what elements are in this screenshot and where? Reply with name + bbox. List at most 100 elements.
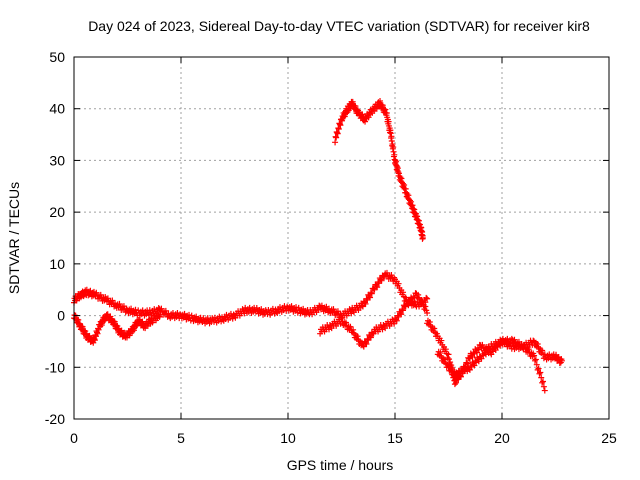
data-point bbox=[441, 356, 448, 363]
data-point bbox=[541, 387, 548, 394]
data-point bbox=[458, 368, 465, 375]
series-arc-low bbox=[71, 310, 163, 346]
x-axis-label: GPS time / hours bbox=[287, 457, 394, 473]
x-tick-label: 5 bbox=[177, 430, 185, 446]
data-point bbox=[531, 357, 538, 364]
data-point bbox=[478, 355, 485, 362]
data-point bbox=[457, 373, 464, 380]
data-point bbox=[186, 311, 193, 318]
data-point bbox=[508, 335, 515, 342]
data-point bbox=[132, 306, 139, 313]
data-point bbox=[532, 356, 539, 363]
data-point bbox=[462, 365, 469, 372]
y-tick-label: -10 bbox=[45, 359, 65, 375]
data-point bbox=[112, 300, 119, 307]
data-point bbox=[540, 383, 547, 390]
data-point bbox=[475, 346, 482, 353]
data-point bbox=[347, 323, 354, 330]
y-tick-label: 40 bbox=[49, 101, 65, 117]
data-point bbox=[490, 348, 497, 355]
data-point bbox=[273, 308, 280, 315]
data-point bbox=[367, 294, 374, 301]
data-point bbox=[405, 302, 412, 309]
data-point bbox=[342, 319, 349, 326]
data-point bbox=[457, 372, 464, 379]
data-point bbox=[474, 349, 481, 356]
data-point bbox=[230, 311, 237, 318]
data-point bbox=[449, 365, 456, 372]
data-point bbox=[431, 325, 438, 332]
data-point bbox=[492, 347, 499, 354]
data-point bbox=[315, 306, 322, 313]
data-point bbox=[395, 280, 402, 287]
data-point bbox=[422, 303, 429, 310]
data-point bbox=[461, 364, 468, 371]
data-point bbox=[442, 346, 449, 353]
data-point bbox=[466, 366, 473, 373]
y-axis-ticks: -20 -10 0 10 20 30 40 50 bbox=[45, 49, 609, 427]
data-point bbox=[354, 333, 361, 340]
y-tick-label: 10 bbox=[49, 256, 65, 272]
data-point bbox=[326, 326, 333, 333]
data-points bbox=[71, 97, 565, 394]
data-point bbox=[379, 326, 386, 333]
data-point bbox=[391, 320, 398, 327]
data-point bbox=[471, 350, 478, 357]
x-tick-label: 25 bbox=[601, 430, 617, 446]
data-point bbox=[400, 307, 407, 314]
data-point bbox=[463, 359, 470, 366]
data-point bbox=[95, 326, 102, 333]
data-point bbox=[335, 125, 342, 132]
data-point bbox=[415, 291, 422, 298]
data-point bbox=[473, 359, 480, 366]
data-point bbox=[469, 353, 476, 360]
data-point bbox=[350, 326, 357, 333]
data-point bbox=[507, 339, 514, 346]
y-tick-label: 50 bbox=[49, 49, 65, 65]
y-tick-label: 20 bbox=[49, 204, 65, 220]
data-point bbox=[293, 304, 300, 311]
data-point bbox=[538, 374, 545, 381]
data-point bbox=[539, 347, 546, 354]
data-point bbox=[365, 114, 372, 121]
data-point bbox=[367, 289, 374, 296]
data-point bbox=[468, 363, 475, 370]
data-point bbox=[419, 298, 426, 305]
series-arc-high bbox=[332, 97, 426, 242]
data-point bbox=[525, 346, 532, 353]
grid-lines bbox=[74, 57, 609, 419]
data-point bbox=[334, 130, 341, 137]
data-point bbox=[438, 337, 445, 344]
data-point bbox=[419, 235, 426, 241]
y-tick-label: 30 bbox=[49, 152, 65, 168]
data-point bbox=[466, 355, 473, 362]
data-point bbox=[359, 302, 366, 309]
data-point bbox=[423, 294, 430, 301]
data-point bbox=[400, 289, 407, 296]
data-point bbox=[368, 290, 375, 297]
y-tick-label: -20 bbox=[45, 411, 65, 427]
data-point bbox=[426, 319, 433, 326]
data-point bbox=[367, 334, 374, 341]
data-point bbox=[338, 315, 345, 322]
data-point bbox=[521, 341, 528, 348]
series-arc-mid bbox=[317, 290, 431, 350]
data-point bbox=[362, 118, 369, 125]
data-point bbox=[471, 362, 478, 369]
data-point bbox=[407, 299, 414, 306]
series-arc-late-2 bbox=[434, 337, 548, 394]
data-point bbox=[536, 370, 543, 377]
data-point bbox=[424, 295, 431, 302]
y-axis-label: SDTVAR / TECUs bbox=[6, 182, 22, 294]
data-point bbox=[409, 297, 416, 304]
data-point bbox=[155, 313, 162, 320]
data-point bbox=[229, 315, 236, 322]
data-point bbox=[362, 300, 369, 307]
data-point bbox=[333, 134, 340, 141]
data-point bbox=[535, 365, 542, 372]
data-point bbox=[326, 322, 333, 329]
data-point bbox=[380, 322, 387, 329]
data-point bbox=[459, 369, 466, 376]
data-point bbox=[497, 342, 504, 349]
